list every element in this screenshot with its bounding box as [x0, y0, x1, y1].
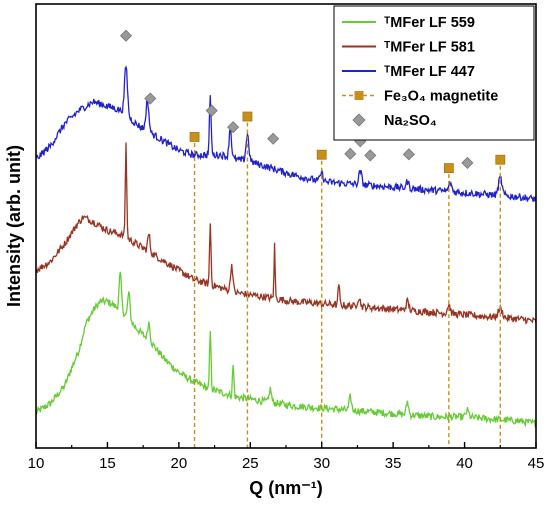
na2so4-marker	[267, 132, 280, 145]
y-axis-label: Intensity (arb. unit)	[4, 145, 24, 307]
series-layer	[36, 65, 536, 428]
legend-label: ᵀMFer LF 559	[384, 15, 475, 31]
na2so4-marker	[461, 156, 474, 169]
x-tick-label: 45	[528, 455, 545, 472]
x-tick-label: 35	[385, 455, 402, 472]
x-tick-label: 20	[171, 455, 188, 472]
na2so4-marker	[344, 147, 357, 160]
na2so4-marker	[364, 149, 377, 162]
legend-label: ᵀMFer LF 581	[384, 40, 475, 56]
na2so4-marker	[205, 104, 218, 117]
x-tick-label: 25	[242, 455, 259, 472]
reference-markers	[119, 29, 506, 173]
x-tick-label: 10	[28, 455, 45, 472]
legend-label: Fe₃O₄ magnetite	[384, 89, 498, 105]
series-line-1	[36, 271, 536, 428]
magnetite-marker	[242, 111, 253, 122]
magnetite-marker	[495, 154, 506, 165]
x-tick-label: 15	[99, 455, 116, 472]
na2so4-marker	[402, 148, 415, 161]
legend-label: Na₂SO₄	[384, 113, 437, 129]
series-line-2	[36, 142, 536, 325]
x-axis-label: Q (nm⁻¹)	[249, 478, 323, 498]
magnetite-marker	[189, 132, 200, 142]
na2so4-marker	[227, 121, 240, 134]
legend-label: ᵀMFer LF 447	[384, 64, 475, 80]
magnetite-marker	[316, 149, 327, 160]
na2so4-marker	[119, 29, 133, 42]
legend-swatch-diamond	[352, 113, 366, 127]
series-line-3	[36, 65, 536, 203]
legend-box	[333, 5, 535, 141]
reference-droplines	[193, 122, 501, 448]
x-tick-label: 40	[456, 455, 473, 472]
x-tick-label: 30	[313, 455, 330, 472]
magnetite-marker	[443, 163, 454, 173]
legend: ᵀMFer LF 559 ᵀMFer LF 581 ᵀMFer LF 447 Fe₃O…	[333, 5, 535, 141]
na2so4-marker	[144, 92, 157, 105]
legend-swatch-square	[354, 91, 364, 100]
x-axis-ticks: 10 15 20 25 30 35 40 45	[28, 442, 545, 472]
